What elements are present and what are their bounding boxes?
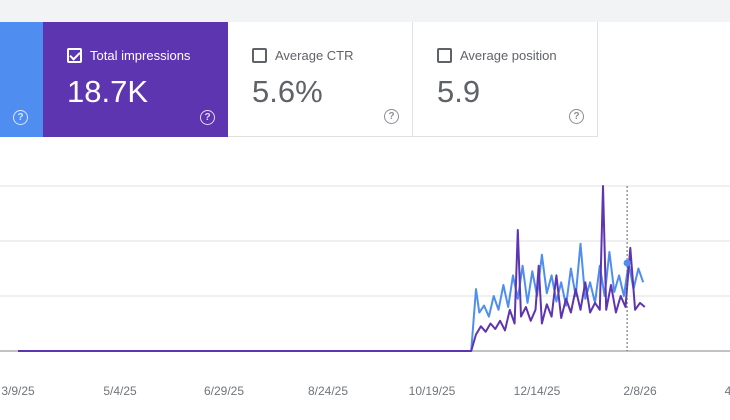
clicks-series-line [18, 242, 645, 352]
position-value: 5.9 [437, 74, 481, 109]
help-circle-icon[interactable]: ? [13, 110, 28, 125]
x-tick-label: 8/24/25 [308, 384, 348, 398]
position-label: Average position [460, 47, 557, 63]
total-impressions-card[interactable]: Total impressions 18.7K ? [43, 22, 228, 137]
position-checkbox-row[interactable]: Average position [437, 48, 557, 63]
series-layer [18, 185, 646, 352]
checkbox-unchecked-icon[interactable] [252, 48, 267, 63]
checkbox-checked-icon[interactable] [67, 48, 82, 63]
x-tick-label: 5/4/25 [103, 384, 137, 398]
help-circle-icon[interactable]: ? [569, 109, 584, 124]
total-clicks-card[interactable]: ? [0, 22, 43, 137]
x-tick-label: 12/14/25 [514, 384, 561, 398]
help-circle-icon[interactable]: ? [200, 110, 215, 125]
impressions-checkbox-row[interactable]: Total impressions [67, 48, 190, 63]
x-tick-label: 4 [725, 384, 730, 398]
average-ctr-card[interactable]: Average CTR 5.6% ? [228, 22, 413, 137]
help-circle-icon[interactable]: ? [384, 109, 399, 124]
ctr-label: Average CTR [275, 47, 354, 63]
x-tick-label: 2/8/26 [623, 384, 657, 398]
x-tick-label: 3/9/25 [1, 384, 35, 398]
impressions-label: Total impressions [90, 47, 191, 63]
x-axis-ticks: 3/9/25 5/4/25 6/29/25 8/24/25 10/19/25 12/14/… [1, 384, 730, 398]
x-tick-label: 6/29/25 [204, 384, 244, 398]
average-position-card[interactable]: Average position 5.9 ? [413, 22, 598, 137]
hover-point [623, 259, 631, 267]
top-strip [0, 0, 730, 22]
checkbox-unchecked-icon[interactable] [437, 48, 452, 63]
performance-chart[interactable]: 3/9/25 5/4/25 6/29/25 8/24/25 10/19/25 12/14/… [0, 140, 730, 405]
impressions-value: 18.7K [67, 74, 149, 109]
impressions-series-line [18, 185, 646, 352]
ctr-checkbox-row[interactable]: Average CTR [252, 48, 354, 63]
x-tick-label: 10/19/25 [409, 384, 456, 398]
ctr-value: 5.6% [252, 74, 323, 109]
